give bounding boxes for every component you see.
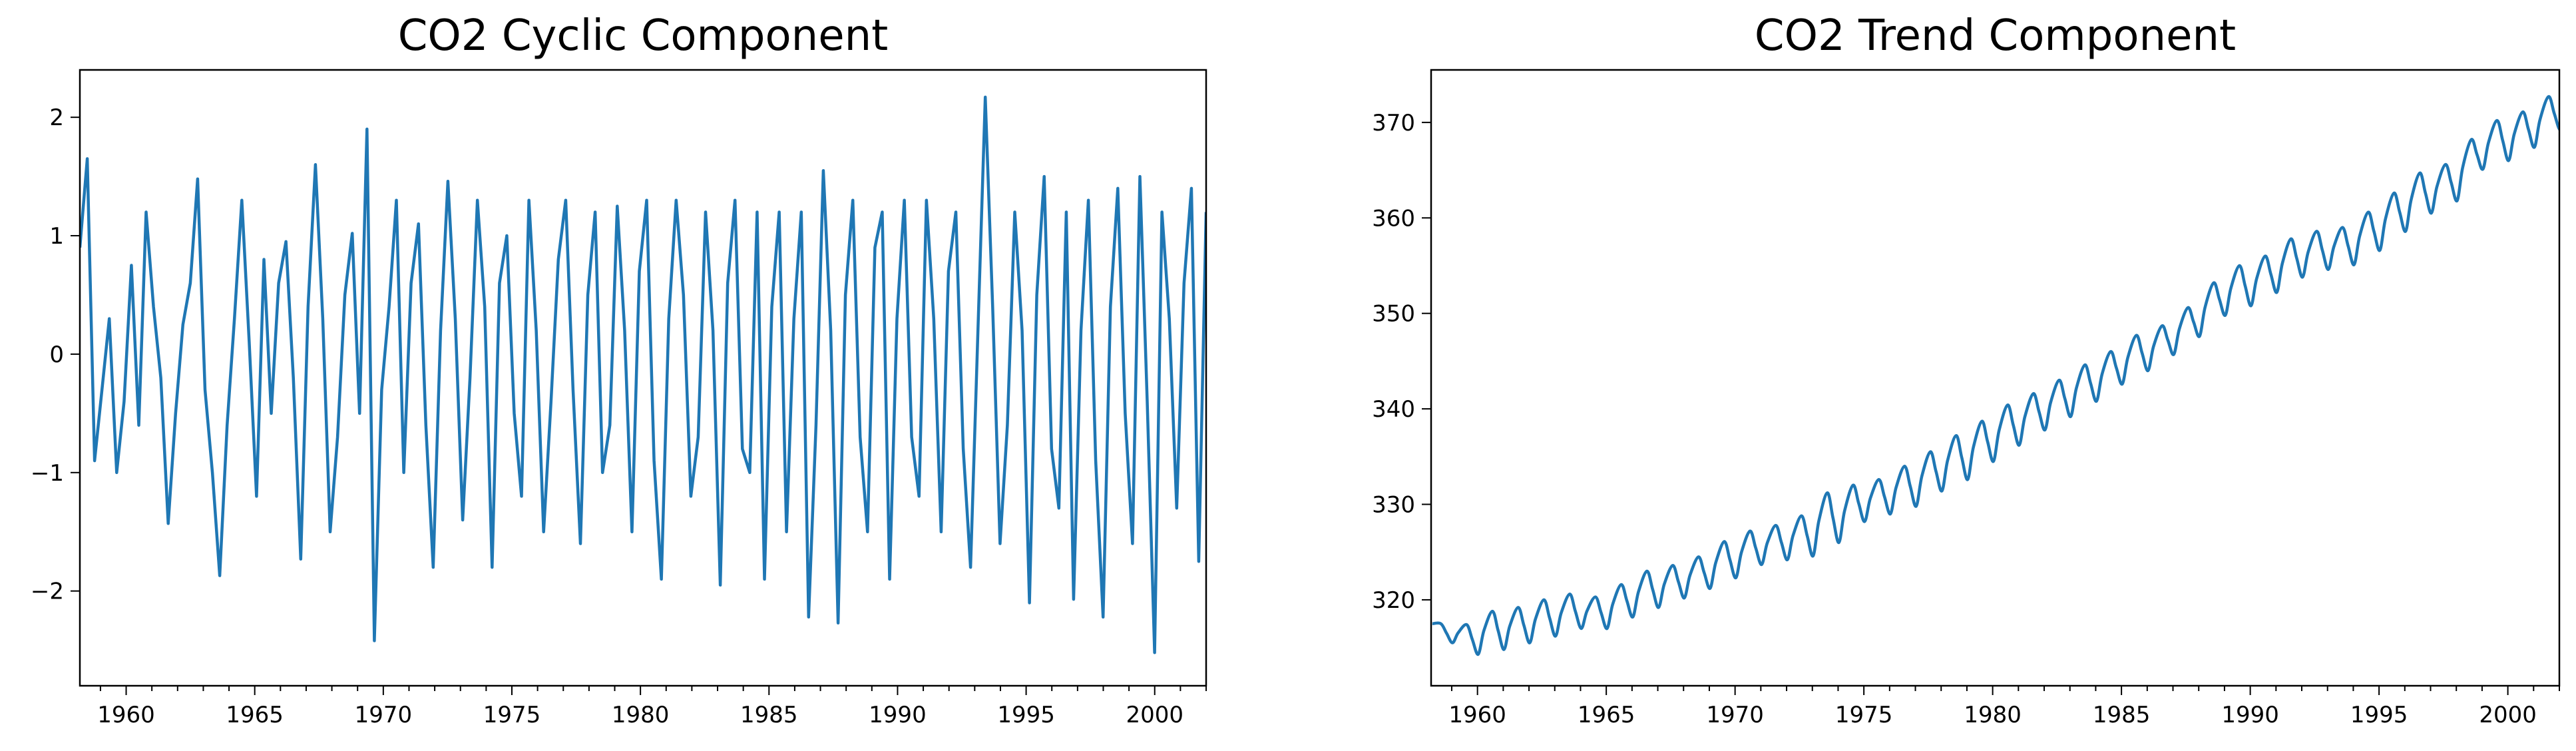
- axes-frame: [79, 69, 1207, 687]
- plot-area: [1432, 95, 2559, 656]
- y-tick-label: −1: [31, 460, 64, 487]
- y-tick-label: 340: [1372, 396, 1415, 423]
- x-tick-label: 2000: [1126, 702, 1183, 728]
- series-line: [1432, 95, 2559, 656]
- y-tick-label: 360: [1372, 205, 1415, 232]
- y-tick-label: 1: [49, 223, 64, 250]
- chart-title: CO2 Cyclic Component: [398, 11, 889, 61]
- x-tick-label: 1980: [1964, 702, 2022, 728]
- x-tick-label: 1965: [1578, 702, 1635, 728]
- x-tick-label: 1990: [2221, 702, 2279, 728]
- x-tick-label: 1995: [2350, 702, 2408, 728]
- x-tick-label: 1960: [97, 702, 155, 728]
- y-tick-label: 350: [1372, 301, 1415, 328]
- x-tick-label: 1980: [612, 702, 670, 728]
- series-line: [80, 95, 1206, 654]
- trend-chart: CO2 Trend Component 1960 1965 1970 1975 1980…: [1372, 11, 2561, 728]
- axes-frame: [1430, 69, 2561, 687]
- x-tick-label: 1970: [1706, 702, 1764, 728]
- x-tick-label: 1990: [869, 702, 927, 728]
- plot-area: [80, 95, 1206, 654]
- x-tick-label: 1995: [997, 702, 1055, 728]
- cyclic-chart: CO2 Cyclic Component 1960 1965 1970 1975 198…: [31, 11, 1207, 728]
- x-tick-label: 2000: [2479, 702, 2537, 728]
- y-tick-label: 330: [1372, 492, 1415, 519]
- x-tick-label: 1975: [483, 702, 541, 728]
- y-tick-label: −2: [31, 579, 64, 605]
- x-tick-label: 1965: [226, 702, 284, 728]
- y-tick-label: 370: [1372, 110, 1415, 136]
- x-tick-label: 1985: [740, 702, 798, 728]
- x-tick-label: 1985: [2093, 702, 2151, 728]
- x-tick-label: 1960: [1448, 702, 1506, 728]
- x-tick-label: 1975: [1835, 702, 1893, 728]
- x-tick-label: 1970: [355, 702, 413, 728]
- chart-title: CO2 Trend Component: [1755, 11, 2236, 61]
- y-tick-label: 2: [49, 105, 64, 131]
- y-tick-label: 320: [1372, 587, 1415, 614]
- y-tick-label: 0: [49, 342, 64, 368]
